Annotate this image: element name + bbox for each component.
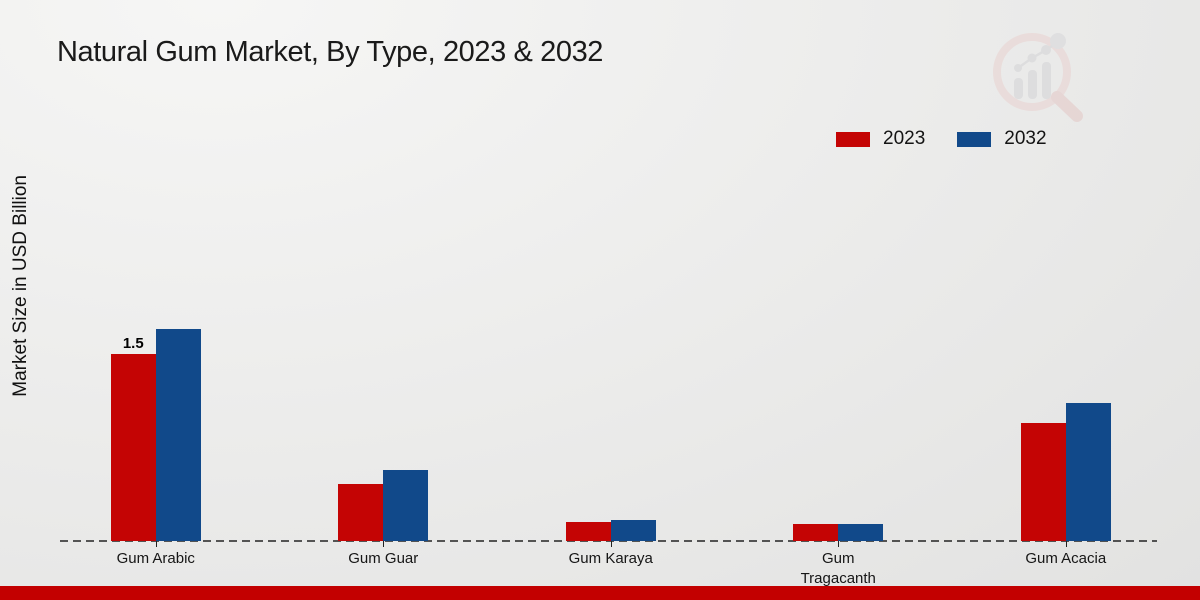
legend: 2023 2032	[836, 128, 1047, 150]
x-axis-category-label-gum-guar: Gum Guar	[348, 550, 419, 567]
x-axis-tick-gum-karaya	[610, 541, 612, 547]
x-axis-tick-gum-tragacanth	[838, 541, 840, 547]
legend-item-2032: 2032	[957, 128, 1047, 150]
x-axis-category-label-gum-arabic: Gum Arabic	[116, 550, 195, 567]
bar-2032-gum-arabic	[155, 329, 201, 541]
x-axis-category-label-gum-tragacanth: Gum Tragacanth	[800, 550, 876, 587]
x-axis-category-label-gum-karaya: Gum Karaya	[568, 550, 653, 567]
bar-2032-gum-acacia	[1065, 402, 1111, 541]
x-axis-tick-gum-arabic	[155, 541, 157, 547]
bar-2032-gum-guar	[383, 469, 429, 541]
bar-2023-gum-acacia	[1020, 422, 1066, 541]
bar-2023-gum-arabic	[110, 353, 156, 541]
bar-2023-gum-karaya	[565, 522, 611, 541]
x-axis-tick-gum-guar	[383, 541, 385, 547]
x-axis-tick-gum-acacia	[1065, 541, 1067, 547]
legend-swatch-2032	[957, 131, 992, 147]
bar-2032-gum-karaya	[610, 519, 656, 541]
x-axis-category-label-gum-acacia: Gum Acacia	[1025, 550, 1107, 567]
legend-item-2023: 2023	[836, 128, 925, 150]
legend-swatch-2023	[836, 131, 870, 147]
footer-accent-bar	[0, 586, 1200, 600]
value-label-2023-gum-arabic: 1.5	[122, 334, 144, 352]
chart-title: Natural Gum Market, By Type, 2023 & 2032	[57, 36, 604, 68]
bar-2023-gum-tragacanth	[793, 523, 839, 541]
magnifier-bar-chart-logo-icon	[993, 33, 1083, 122]
legend-label-2023: 2023	[883, 128, 926, 149]
bar-2032-gum-tragacanth	[838, 523, 884, 541]
legend-label-2032: 2032	[1004, 128, 1047, 149]
bar-2023-gum-guar	[338, 483, 384, 541]
